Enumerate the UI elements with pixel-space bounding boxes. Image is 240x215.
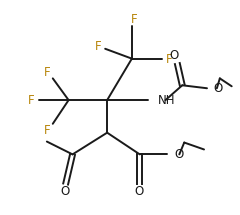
Text: F: F	[95, 40, 102, 53]
Text: F: F	[166, 53, 173, 66]
Text: O: O	[170, 49, 179, 62]
Text: NH: NH	[158, 94, 175, 107]
Text: O: O	[174, 148, 184, 161]
Text: O: O	[60, 185, 69, 198]
Text: F: F	[43, 124, 50, 137]
Text: O: O	[134, 185, 144, 198]
Text: O: O	[213, 82, 222, 95]
Text: F: F	[28, 94, 34, 107]
Text: F: F	[131, 13, 137, 26]
Text: F: F	[43, 66, 50, 79]
